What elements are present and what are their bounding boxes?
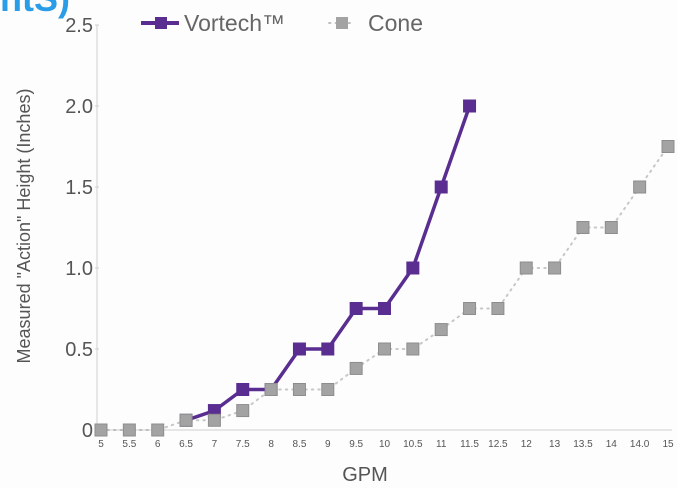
x-tick-label: 13.5 [573,439,593,450]
legend-swatch-marker [155,17,167,29]
data-point [491,302,505,315]
data-point [661,140,675,153]
x-tick-label: 11 [436,439,447,450]
series-line [185,105,472,422]
data-point [463,302,477,315]
x-tick-label: 14 [606,439,618,450]
data-point [151,423,165,437]
y-tick-label: 0 [82,420,93,442]
data-point [207,413,221,427]
data-point [519,261,533,275]
x-tick-label: 13 [549,439,561,450]
x-tick-label: 14.0 [630,439,650,450]
x-axis-label: GPM [342,464,388,486]
legend-swatch-marker [336,17,348,29]
cropped-header-text: ntS) [0,0,70,20]
x-tick-label: 10 [379,439,391,450]
data-point [321,342,335,356]
data-point [122,423,136,437]
data-point [548,261,562,275]
data-point [179,413,193,427]
x-tick-label: 8.5 [292,439,306,450]
series-1 [94,140,675,437]
data-point [236,404,250,418]
x-tick-label: 5 [98,439,104,450]
data-point [264,383,278,396]
series-line [100,145,669,431]
data-point [406,261,420,275]
data-point [321,383,335,396]
data-point [576,221,590,234]
x-tick-label: 12.5 [488,439,508,450]
y-tick-label: 2.5 [65,15,93,37]
data-point [406,342,420,356]
y-tick-label: 1.5 [65,177,93,199]
x-tick-label: 6 [155,439,161,450]
chart-axes: 0 0.5 1.0 1.5 2.0 2.5 5 5.5 6 6.5 7 7.5 8 8.5 9 9.5 10 10… [65,15,674,450]
data-point [349,361,363,375]
legend-label: Cone [368,10,423,36]
x-tick-label: 6.5 [179,439,193,450]
data-point [604,221,618,234]
data-point [434,323,448,337]
data-point [292,383,306,396]
data-point [236,383,250,396]
x-tick-label: 12 [521,439,533,450]
x-tick-label: 7.5 [236,439,250,450]
x-tick-label: 8 [268,439,274,450]
y-tick-label: 2.0 [65,96,93,118]
data-point [378,302,391,315]
chart-series [94,99,675,437]
x-tick-label: 9.5 [349,439,363,450]
data-point [94,423,108,437]
data-point [463,99,477,113]
data-point [633,180,647,194]
data-point [349,302,363,315]
data-point [292,342,306,356]
x-tick-label: 7 [212,439,218,450]
chart-legend: Vortech™ Cone [141,10,423,36]
x-tick-label: 15 [662,439,674,450]
x-tick-label: 9 [325,439,331,450]
legend-label: Vortech™ [184,10,285,36]
x-tick-label: 5.5 [122,439,136,450]
y-tick-label: 1.0 [65,258,93,280]
y-axis-label: Measured "Action" Height (Inches) [14,89,34,364]
x-tick-label: 10.5 [403,439,423,450]
data-point [378,342,391,356]
y-tick-label: 0.5 [65,339,93,361]
x-tick-label: 11.5 [460,439,479,450]
series-0 [179,99,477,427]
data-point [434,180,448,194]
